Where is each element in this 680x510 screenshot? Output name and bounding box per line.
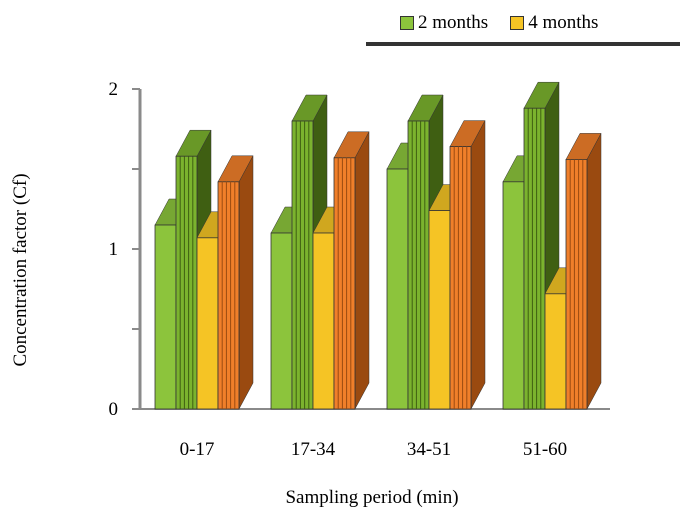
bar — [428, 210, 451, 410]
legend-underline — [366, 42, 680, 46]
y-axis-label: Concentration factor (Cf) — [10, 173, 31, 366]
bar — [449, 146, 472, 410]
y-tick-label: 2 — [109, 79, 119, 100]
bar — [407, 120, 430, 410]
bar — [502, 181, 525, 410]
bar — [270, 232, 293, 410]
bar — [291, 120, 314, 410]
bar-side — [586, 133, 602, 410]
x-tick-label: 51-60 — [523, 439, 567, 460]
legend-label-4-months: 4 months — [528, 12, 599, 33]
bar — [175, 155, 198, 410]
y-tick-label: 0 — [109, 399, 119, 420]
bar — [544, 293, 567, 410]
legend-label-2-months: 2 months — [418, 12, 489, 33]
legend-swatch-yellow — [510, 16, 525, 30]
bar-side — [238, 155, 254, 410]
x-tick-label: 34-51 — [407, 439, 451, 460]
bar — [565, 158, 588, 410]
bar — [217, 181, 240, 410]
bar — [196, 237, 219, 410]
legend: 2 months 4 months — [400, 12, 598, 34]
x-tick-label: 17-34 — [291, 439, 336, 460]
x-tick-label: 0-17 — [180, 439, 215, 460]
legend-item-4-months: 4 months — [510, 12, 598, 34]
y-tick-label: 1 — [109, 239, 119, 260]
bar — [312, 232, 335, 410]
bar — [154, 224, 177, 410]
bar-side — [470, 120, 486, 410]
legend-item-2-months: 2 months — [400, 12, 488, 34]
legend-swatch-green — [400, 16, 414, 30]
bar — [333, 157, 356, 410]
bar-side — [354, 131, 370, 410]
x-axis-label: Sampling period (min) — [285, 487, 458, 508]
bar — [386, 168, 409, 410]
bar — [523, 107, 546, 410]
